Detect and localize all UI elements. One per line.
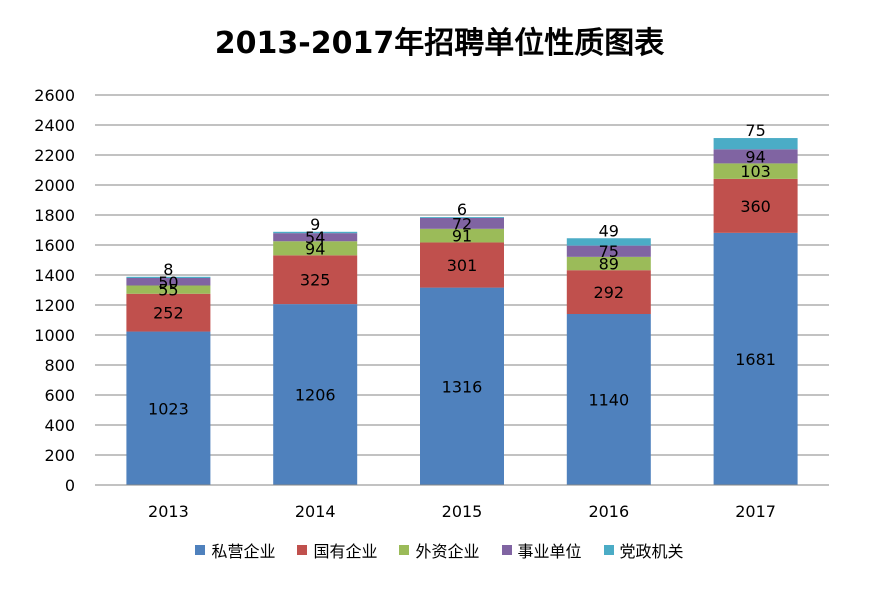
y-tick-label: 1200 xyxy=(34,296,75,315)
data-label: 6 xyxy=(457,200,467,219)
data-label: 9 xyxy=(310,215,320,234)
bar-segment xyxy=(126,331,211,485)
x-tick-label: 2014 xyxy=(295,502,336,521)
y-tick-label: 2000 xyxy=(34,176,75,195)
y-tick-label: 1000 xyxy=(34,326,75,345)
y-tick-label: 0 xyxy=(65,476,75,495)
data-label: 89 xyxy=(599,255,619,274)
bar-segment xyxy=(713,149,798,164)
data-label: 1206 xyxy=(295,386,336,405)
data-label: 91 xyxy=(452,227,472,246)
bar-segment xyxy=(273,233,358,242)
bar-segment xyxy=(273,304,358,485)
data-label: 1316 xyxy=(442,377,483,396)
bar-segment xyxy=(126,276,211,278)
bar-segment xyxy=(566,270,651,314)
bar-segment xyxy=(126,278,211,286)
data-label: 94 xyxy=(745,147,765,166)
y-tick-label: 1400 xyxy=(34,266,75,285)
y-tick-label: 1800 xyxy=(34,206,75,225)
data-label: 8 xyxy=(163,260,173,279)
y-tick-label: 1600 xyxy=(34,236,75,255)
legend-label: 事业单位 xyxy=(517,542,582,561)
y-tick-label: 400 xyxy=(44,416,75,435)
data-label: 72 xyxy=(452,214,472,233)
x-tick-label: 2016 xyxy=(588,502,629,521)
legend-item: 外资企业 xyxy=(399,538,480,562)
legend-swatch xyxy=(501,545,512,555)
y-axis-tick-labels: 0 200 400 600 800 1000 1200 1400 1600 1800 2000 220… xyxy=(34,86,75,495)
data-label: 50 xyxy=(158,273,178,292)
x-tick-label: 2017 xyxy=(735,502,776,521)
legend-label: 外资企业 xyxy=(415,542,480,561)
legend-label: 国有企业 xyxy=(313,542,378,561)
legend-item: 党政机关 xyxy=(603,538,684,562)
data-label: 301 xyxy=(447,256,478,275)
data-label: 49 xyxy=(599,221,619,240)
data-label: 1140 xyxy=(588,391,629,410)
data-label: 103 xyxy=(740,162,771,181)
chart-title: 2013-2017年招聘单位性质图表 xyxy=(214,26,665,61)
bar-segment xyxy=(566,245,651,257)
data-labels: 1023252555081206325945491316301917261140… xyxy=(148,121,776,418)
bar-segment xyxy=(566,256,651,271)
bar-segment xyxy=(126,285,211,294)
y-tick-label: 2400 xyxy=(34,116,75,135)
data-label: 1681 xyxy=(735,350,776,369)
bar-segment xyxy=(420,287,504,485)
y-tick-label: 600 xyxy=(44,386,75,405)
x-axis-tick-labels: 2013 2014 2015 2016 2017 xyxy=(148,502,776,521)
x-tick-label: 2015 xyxy=(442,502,483,521)
legend-swatch xyxy=(297,545,308,555)
bars xyxy=(126,138,798,485)
bar-segment xyxy=(566,238,651,246)
legend-swatch xyxy=(399,545,410,555)
data-label: 325 xyxy=(300,271,331,290)
bar-segment xyxy=(420,228,504,243)
bar-segment xyxy=(273,231,358,234)
legend-swatch xyxy=(195,545,206,555)
bar-segment xyxy=(420,217,504,218)
legend-label: 党政机关 xyxy=(619,542,684,561)
bar-segment xyxy=(126,293,211,332)
legend-item: 私营企业 xyxy=(195,538,275,562)
data-label: 252 xyxy=(153,304,184,323)
legend-label: 私营企业 xyxy=(211,542,276,561)
bar-segment xyxy=(713,163,798,179)
bar-segment xyxy=(273,241,358,256)
data-label: 75 xyxy=(745,121,765,140)
data-label: 55 xyxy=(158,281,178,300)
y-tick-label: 800 xyxy=(44,356,75,375)
bar-segment xyxy=(713,138,798,150)
legend-item: 国有企业 xyxy=(297,538,377,562)
data-label: 360 xyxy=(740,197,771,216)
data-label: 54 xyxy=(305,228,325,247)
bar-segment xyxy=(713,178,798,233)
x-tick-label: 2013 xyxy=(148,502,189,521)
y-tick-label: 2200 xyxy=(34,146,75,165)
y-tick-label: 200 xyxy=(44,446,75,465)
bar-segment xyxy=(273,255,358,305)
y-tick-label: 2600 xyxy=(34,86,75,105)
data-label: 1023 xyxy=(148,399,189,418)
bar-segment xyxy=(713,232,798,485)
bar-segment xyxy=(420,242,504,288)
bar-segment xyxy=(420,218,504,229)
data-label: 94 xyxy=(305,239,325,258)
data-label: 292 xyxy=(594,283,625,302)
bar-segment xyxy=(566,314,651,485)
legend-item: 事业单位 xyxy=(501,538,582,562)
legend: 私营企业 国有企业 外资企业 事业单位 党政机关 xyxy=(0,538,879,562)
data-label: 75 xyxy=(599,242,619,261)
legend-swatch xyxy=(603,545,614,555)
